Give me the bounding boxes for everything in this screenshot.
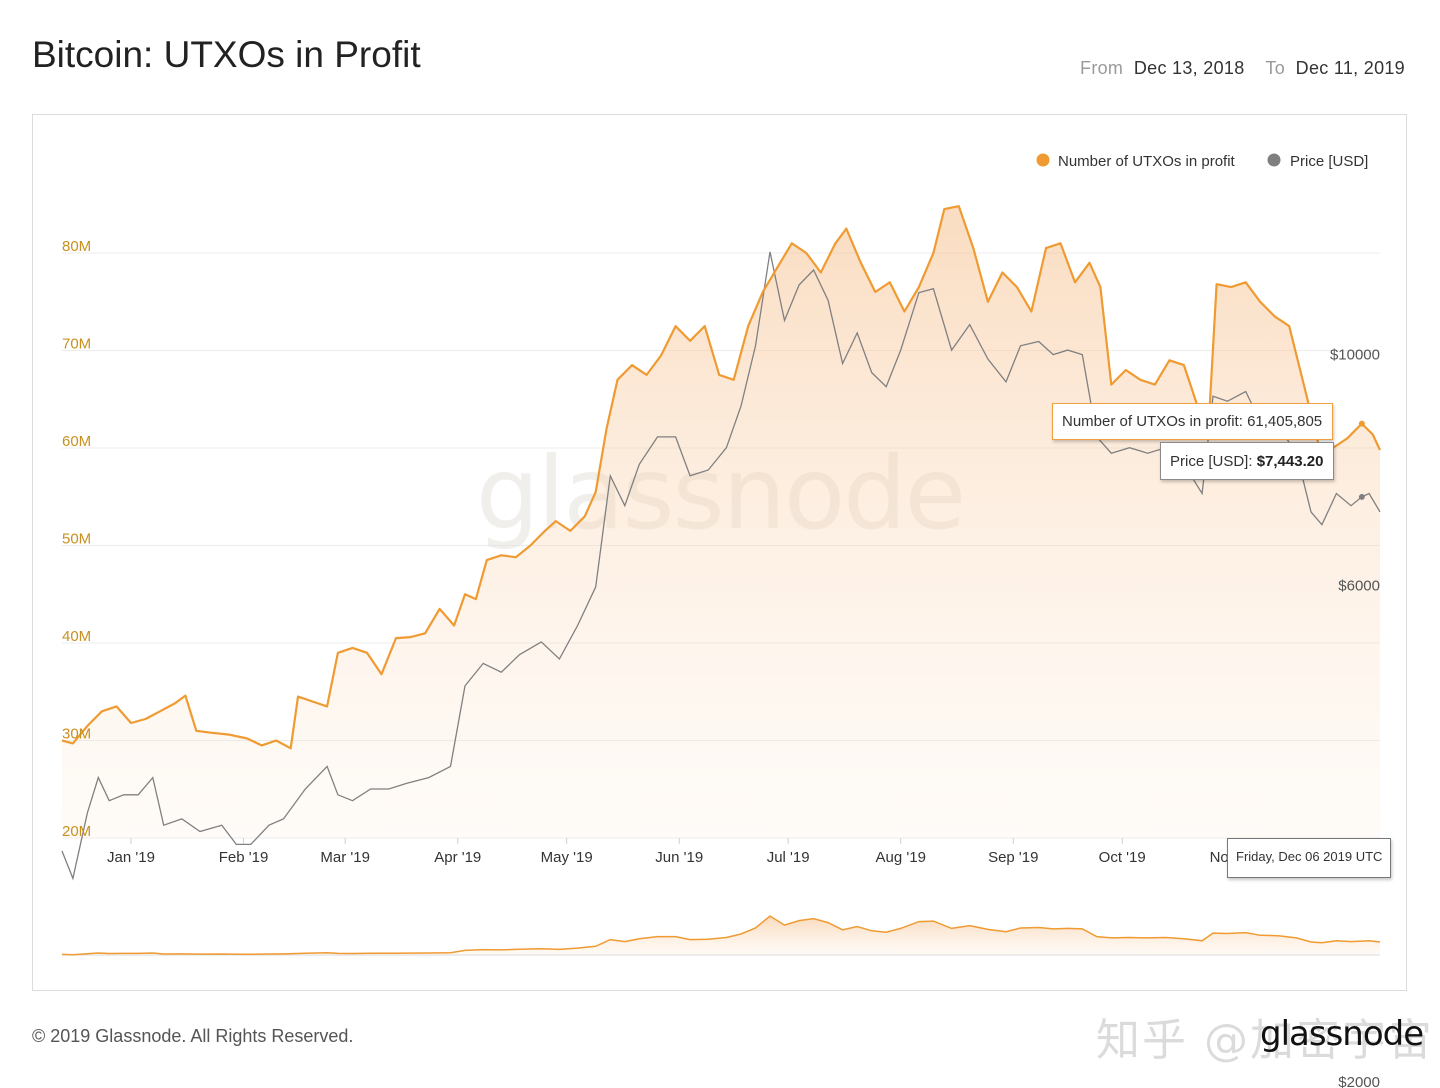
- navigator-line: [61, 915, 1381, 956]
- brand-logo: glassnode: [1260, 1014, 1424, 1054]
- tooltip-utxo-value: 61,405,805: [1247, 413, 1323, 430]
- y-left-tick-label: 50M: [62, 531, 91, 548]
- overlay-watermark: 知乎 @加密宇宙: [1096, 1015, 1434, 1066]
- x-tick-label: Apr '19: [434, 849, 481, 866]
- to-date[interactable]: Dec 11, 2019: [1295, 58, 1405, 78]
- x-tick-label: Jul '19: [767, 849, 810, 866]
- page-title: Bitcoin: UTXOs in Profit: [32, 34, 421, 75]
- utxo-area: [62, 206, 1380, 838]
- utxo-area-group: [62, 206, 1380, 838]
- tooltip-utxo-label: Number of UTXOs in profit:: [1062, 413, 1248, 430]
- footer-copyright: © 2019 Glassnode. All Rights Reserved.: [32, 1026, 354, 1046]
- x-tick-label: Mar '19: [320, 849, 370, 866]
- y-right-tick-label: $2000: [1338, 1074, 1380, 1088]
- y-right-tick-label: $6000: [1338, 577, 1380, 594]
- y-left-tick-label: 80M: [62, 238, 91, 255]
- utxo-line: [61, 205, 1381, 750]
- y-left-tick-label: 40M: [62, 628, 91, 645]
- tooltip-date: Friday, Dec 06 2019 UTC: [1227, 838, 1392, 878]
- y-left-tick-label: 60M: [62, 433, 91, 450]
- legend-utxo-marker: [1036, 153, 1050, 167]
- x-tick-label: Feb '19: [219, 849, 269, 866]
- from-date[interactable]: Dec 13, 2018: [1133, 58, 1245, 78]
- y-right-tick-label: $10000: [1330, 347, 1380, 364]
- tooltip-price-label: Price [USD]:: [1170, 453, 1257, 470]
- x-tick-label: Jan '19: [107, 849, 155, 866]
- tooltip-price: Price [USD]: $7,443.20: [1160, 442, 1335, 480]
- hover-markers: [1358, 420, 1365, 500]
- date-range[interactable]: From Dec 13, 2018 To Dec 11, 2019: [1080, 58, 1405, 79]
- y-left-tick-label: 20M: [62, 823, 91, 840]
- tooltip-price-value: $7,443.20: [1256, 453, 1324, 470]
- navigator-area: [62, 916, 1380, 955]
- hover-point-price: [1358, 493, 1365, 500]
- y-left-tick-label: 30M: [62, 726, 91, 743]
- y-left-axis: 20M 30M 40M 50M 60M 70M 80M: [62, 238, 91, 840]
- x-tick-label: May '19: [541, 849, 593, 866]
- y-right-axis: $2000 $6000 $10000: [1330, 347, 1380, 1088]
- tooltip-utxo: Number of UTXOs in profit: 61,405,805: [1052, 403, 1334, 440]
- legend-price-marker: [1267, 153, 1281, 167]
- navigator[interactable]: [61, 915, 1381, 956]
- to-label: To: [1265, 58, 1286, 78]
- from-label: From: [1080, 58, 1124, 78]
- legend[interactable]: Number of UTXOs in profit Price [USD]: [1036, 153, 1369, 170]
- x-tick-label: Jun '19: [655, 849, 703, 866]
- legend-price-label[interactable]: Price [USD]: [1290, 153, 1368, 170]
- x-tick-label: Aug '19: [876, 849, 926, 866]
- x-tick-label: Oct '19: [1099, 849, 1146, 866]
- y-left-tick-label: 70M: [62, 336, 91, 353]
- x-tick-label: Sep '19: [988, 849, 1038, 866]
- legend-utxo-label[interactable]: Number of UTXOs in profit: [1058, 153, 1236, 170]
- x-axis: Jan '19 Feb '19 Mar '19 Apr '19 May '19 Jun '…: [107, 838, 1260, 866]
- hover-point-utxo: [1358, 420, 1365, 427]
